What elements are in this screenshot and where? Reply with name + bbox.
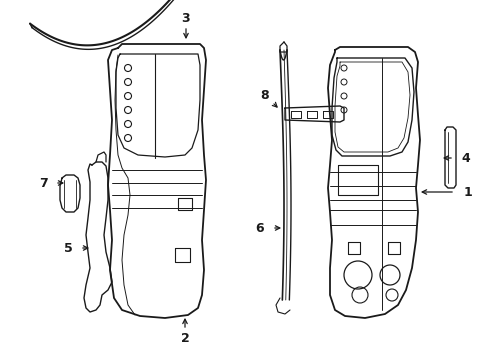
Text: 4: 4 <box>461 152 469 165</box>
Text: 1: 1 <box>463 185 471 198</box>
Text: 2: 2 <box>180 332 189 345</box>
Text: 8: 8 <box>260 89 269 102</box>
Text: 3: 3 <box>182 12 190 24</box>
Text: 7: 7 <box>39 176 47 189</box>
Text: 6: 6 <box>255 221 264 234</box>
Text: 5: 5 <box>63 242 72 255</box>
